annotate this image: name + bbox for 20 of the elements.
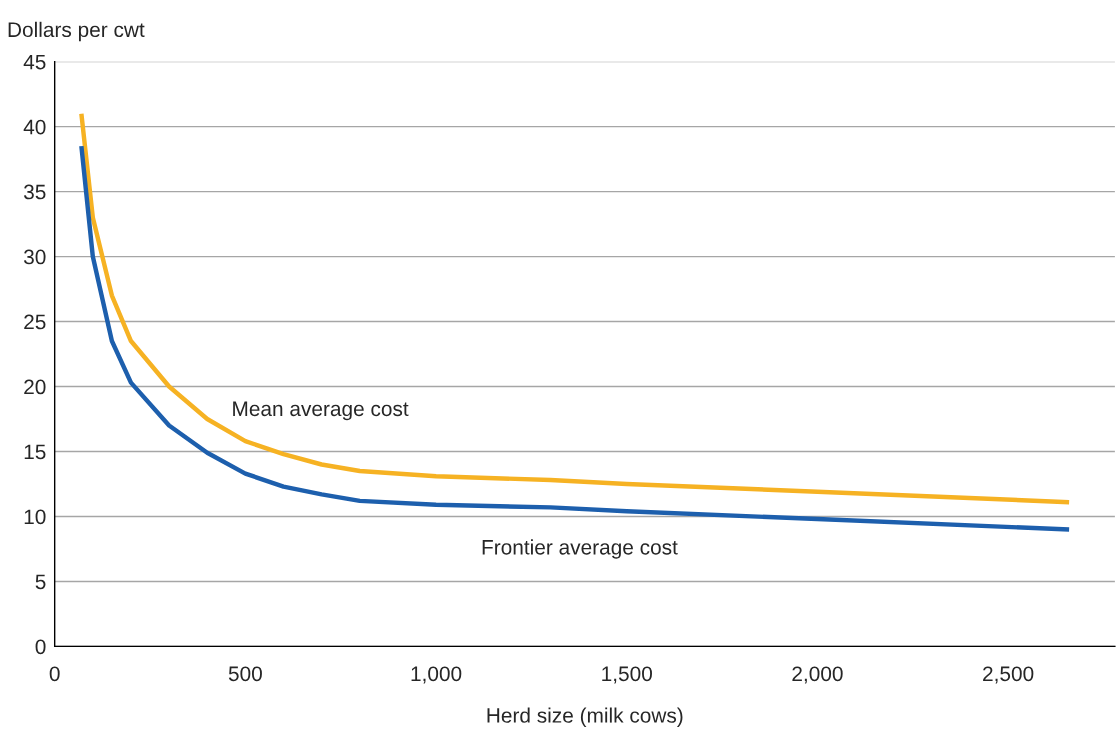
series-label: Mean average cost [233,401,409,421]
x-tick-label: 1,500 [602,666,652,684]
y-tick-label: 15 [24,444,46,460]
x-tick-label: 0 [49,666,60,682]
y-tick-label: 45 [23,54,46,70]
x-tick-label: 2,500 [983,666,1034,684]
y-tick-label: 5 [35,574,46,590]
x-axis-title: Herd size (milk cows) [487,707,683,727]
y-axis-title: Dollars per cwt [8,21,145,42]
y-tick-label: 10 [24,509,46,525]
y-tick-label: 40 [23,119,46,135]
x-tick-label: 500 [228,666,262,682]
y-tick-label: 35 [23,184,46,200]
y-tick-label: 25 [24,314,46,330]
y-tick-label: 20 [24,379,46,395]
x-tick-label: 2,000 [792,666,843,684]
y-tick-label: 30 [23,249,46,265]
x-tick-label: 1,000 [411,666,462,684]
series-label: Frontier average cost [482,539,678,559]
y-tick-label: 0 [35,639,46,655]
